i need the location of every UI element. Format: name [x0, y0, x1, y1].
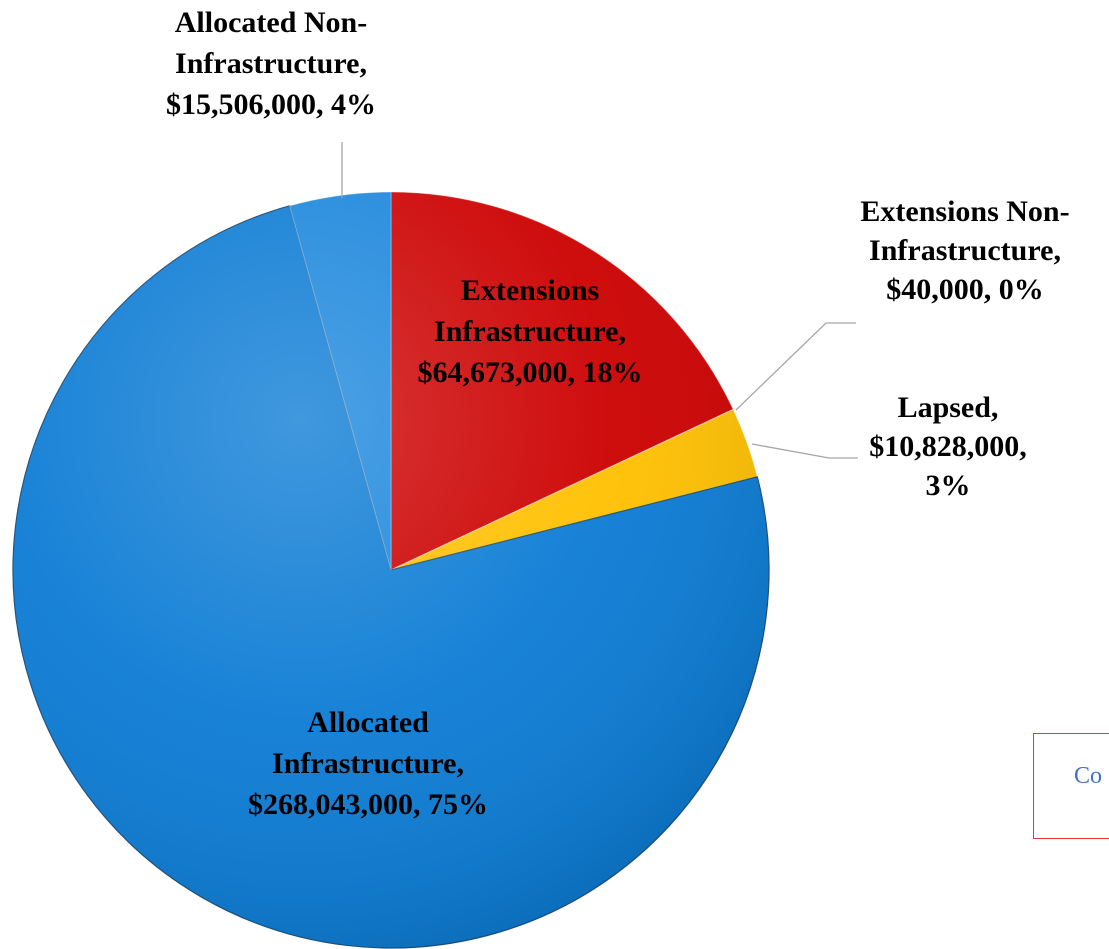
- data-label-line: $64,673,000, 18%: [418, 356, 643, 389]
- data-label-allocated-non-infrastructure: Allocated Non- Infrastructure, $15,506,000…: [166, 6, 376, 121]
- data-label-line: $268,043,000, 75%: [248, 788, 488, 821]
- data-label-lapsed: Lapsed, $10,828,000, 3%: [869, 391, 1027, 502]
- leader-line-extensions-non-infrastructure: [735, 322, 856, 411]
- data-label-line: Lapsed,: [898, 391, 999, 424]
- data-label-line: Infrastructure,: [434, 315, 626, 348]
- data-label-line: Extensions Non-: [860, 195, 1069, 228]
- text-box-text: Co: [1074, 763, 1103, 789]
- data-label-extensions-non-infrastructure: Extensions Non- Infrastructure, $40,000, 0…: [860, 195, 1069, 306]
- data-label-line: Infrastructure,: [272, 747, 464, 780]
- data-label-allocated-infrastructure: Allocated Infrastructure, $268,043,000, 75…: [248, 706, 488, 821]
- data-label-line: Allocated Non-: [175, 6, 367, 39]
- data-label-line: Infrastructure,: [869, 234, 1061, 267]
- data-label-extensions-infrastructure: Extensions Infrastructure, $64,673,000, 18…: [418, 274, 643, 389]
- leader-line-lapsed: [751, 443, 858, 459]
- leader-lines: [341, 142, 858, 459]
- data-labels: Extensions Infrastructure, $64,673,000, 18…: [166, 6, 1070, 821]
- data-label-line: 3%: [926, 469, 971, 502]
- data-label-line: Extensions: [461, 274, 599, 307]
- data-label-line: $10,828,000,: [869, 430, 1027, 463]
- data-label-line: Infrastructure,: [175, 47, 367, 80]
- data-label-line: $40,000, 0%: [886, 273, 1044, 306]
- data-label-line: Allocated: [307, 706, 429, 739]
- text-box: Co: [1033, 733, 1109, 839]
- pie-slices: [12, 191, 770, 949]
- data-label-line: $15,506,000, 4%: [166, 88, 376, 121]
